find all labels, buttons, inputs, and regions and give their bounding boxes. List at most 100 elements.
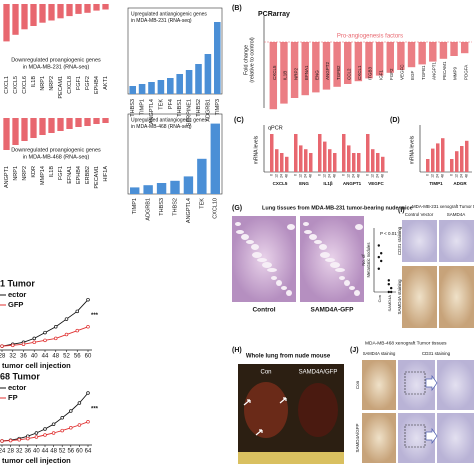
bar (309, 153, 313, 172)
gene-label: TEK (158, 99, 164, 110)
gene-label: TIMP1 (140, 99, 146, 115)
gene-label: ANGPT1 (4, 166, 10, 188)
histology-image (439, 220, 474, 262)
alveolus (303, 222, 309, 226)
bar (269, 42, 278, 110)
bar (342, 134, 346, 172)
alveolus (271, 276, 277, 280)
x-tick-label: 52 (63, 354, 70, 360)
y-axis-label: (relative to control) (249, 37, 255, 83)
gene-label: THBS2 (172, 198, 178, 216)
bar (460, 42, 469, 54)
histology-image (437, 413, 474, 463)
gene-label: IGF1 (378, 70, 383, 80)
bar (48, 4, 55, 21)
time-label: 24 (351, 174, 355, 178)
bar (102, 4, 109, 10)
bar (84, 118, 91, 126)
alveolus (355, 224, 363, 230)
time-label: 48 (464, 174, 468, 178)
alveolus (267, 268, 277, 272)
bar (426, 159, 430, 172)
bar (57, 4, 64, 19)
panel-title: in MDA-MB-468 (RNA-seq) (131, 124, 192, 130)
time-label: 12 (274, 174, 278, 178)
panel-label: (H) (232, 347, 242, 354)
group-label: SAMD4A (387, 295, 392, 312)
panel-label: (D) (390, 117, 400, 124)
gene-label: HIF1A (103, 166, 109, 182)
point (86, 297, 90, 302)
alveolus (335, 268, 345, 272)
x-tick-label: 44 (42, 354, 49, 360)
bar (280, 42, 288, 104)
gene-label: CXCL5 (273, 181, 288, 186)
legend-label: GFP (8, 300, 23, 309)
legend-label: ector (8, 383, 26, 392)
x-tick-label: 32 (16, 449, 23, 455)
time-label: 0 (317, 174, 321, 176)
bar (102, 118, 109, 123)
bar (354, 42, 363, 82)
alveolus (314, 240, 322, 244)
gene-label: EPHB4 (94, 76, 100, 94)
bar (299, 145, 303, 172)
point (387, 279, 390, 282)
point (77, 401, 82, 405)
point (0, 439, 4, 443)
bar (3, 4, 10, 42)
gene-label: AKT1 (103, 76, 109, 90)
gene-label: NRP2 (49, 76, 55, 91)
alveolus (319, 244, 327, 250)
legend-label: FP (8, 393, 18, 402)
bar (365, 42, 373, 79)
point (69, 409, 73, 413)
bar (304, 149, 308, 172)
alveolus (349, 286, 355, 290)
time-label: 0 (425, 174, 429, 176)
legend-label: ector (8, 290, 26, 299)
bar (460, 146, 464, 172)
gene-label: EGF (410, 70, 415, 80)
bar (75, 118, 82, 127)
panel-label: (B) (232, 5, 242, 12)
histology-image (402, 220, 437, 262)
alveolus (246, 240, 254, 244)
bar (30, 118, 37, 138)
point (53, 336, 58, 341)
gene-label: IL1β (323, 181, 333, 186)
gene-label: SERPINE1 (187, 99, 193, 126)
bar (195, 64, 202, 94)
time-label: 12 (346, 174, 350, 178)
time-label: 24 (327, 174, 331, 178)
point (43, 433, 47, 437)
histology-image (362, 413, 396, 463)
gene-label: TIMP3 (215, 99, 221, 115)
gene-label: FGF1 (76, 76, 82, 90)
x-tick-label: 36 (24, 449, 31, 455)
bar (39, 118, 46, 135)
histology-image (439, 266, 474, 328)
group-label: SAMD4A/GFP (299, 370, 338, 376)
time-label: 48 (332, 174, 336, 178)
bar (323, 141, 327, 172)
bar (197, 158, 207, 194)
gene-label: FGF2 (85, 76, 91, 90)
point (43, 338, 47, 343)
alveolus (276, 280, 282, 286)
point (380, 252, 383, 255)
arrow (279, 397, 287, 404)
gene-label: NRP2 (22, 166, 28, 181)
time-label: 12 (298, 174, 302, 178)
bar (431, 148, 435, 172)
arrow (243, 399, 251, 406)
gene-label: CCL2 (346, 68, 351, 80)
gene-label: ADGRB1 (146, 198, 152, 221)
time-label: 12 (322, 174, 326, 178)
panel-title: MDA-MB-231 xenograft Tumor tissues (412, 204, 474, 209)
bar (3, 118, 10, 150)
gene-label: FGF1 (58, 166, 64, 180)
plot-frame (127, 7, 223, 95)
x-tick-label: 36 (20, 354, 27, 360)
